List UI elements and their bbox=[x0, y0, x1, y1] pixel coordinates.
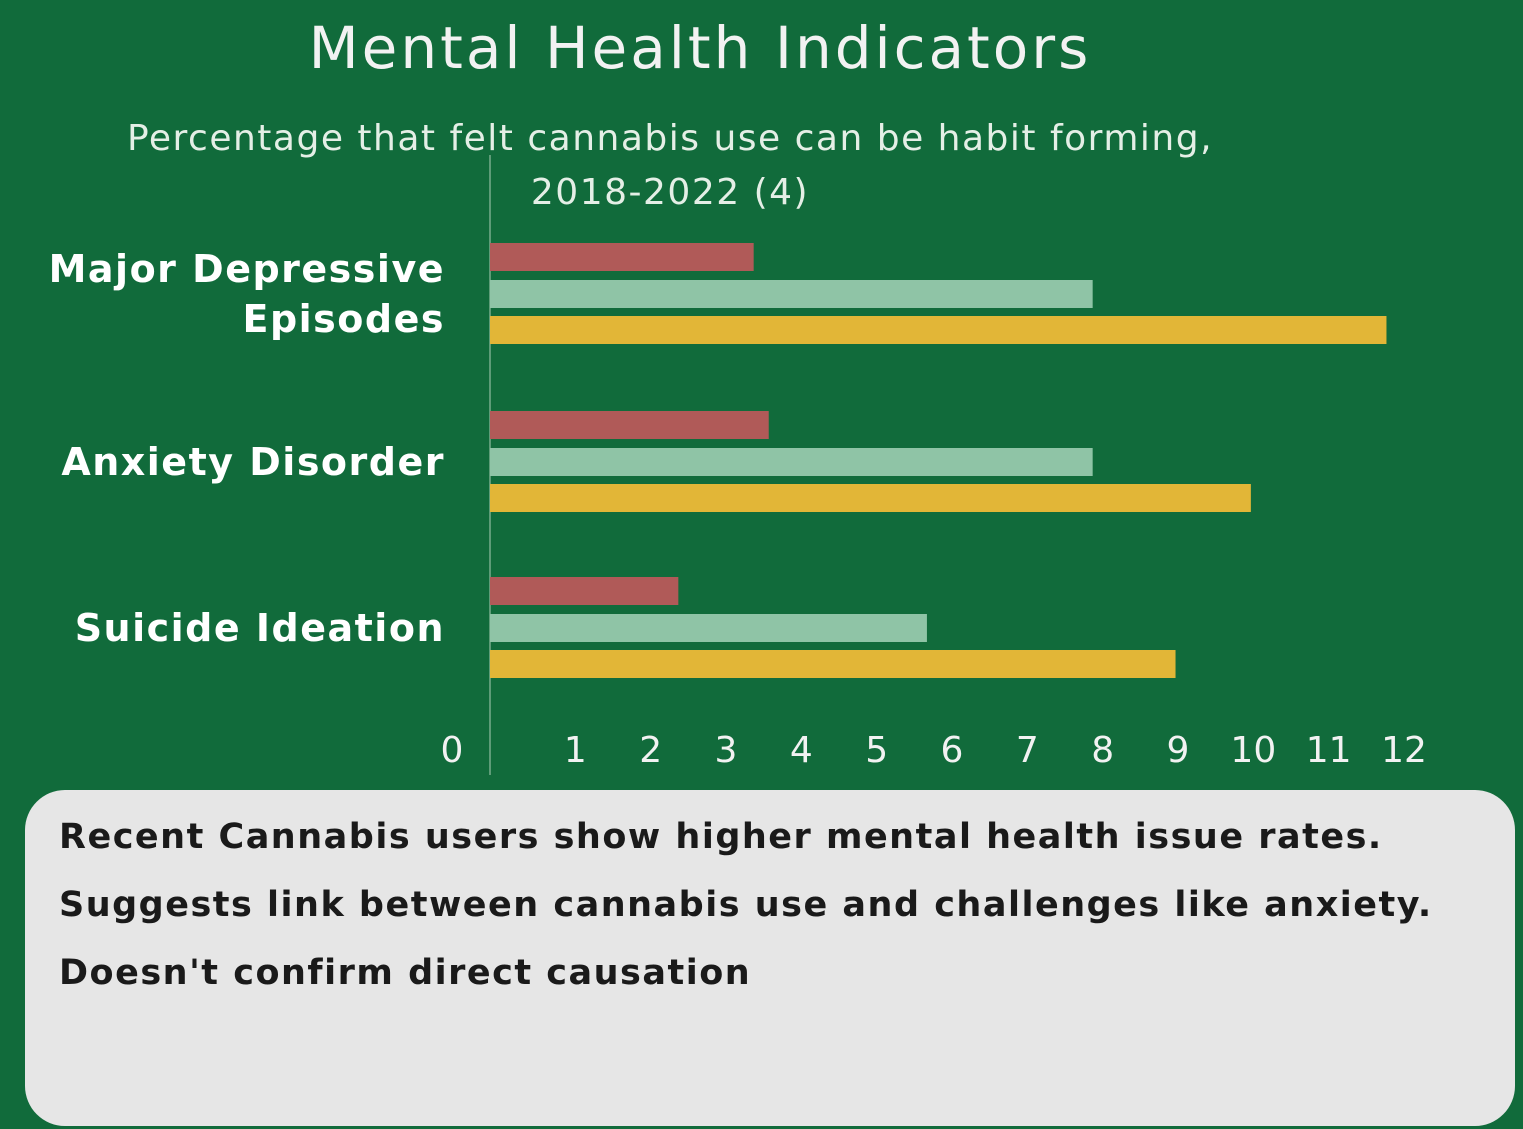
x-tick-label: 12 bbox=[1381, 730, 1427, 771]
notes-box: Recent Cannabis users show higher mental… bbox=[25, 790, 1515, 1126]
x-tick-label: 6 bbox=[941, 730, 964, 771]
bar bbox=[490, 614, 927, 642]
bar bbox=[490, 448, 1093, 476]
x-tick-label: 5 bbox=[865, 730, 888, 771]
note: Suggests link between cannabis use and c… bbox=[59, 885, 1433, 925]
bar bbox=[490, 650, 1176, 678]
bar bbox=[490, 411, 769, 439]
x-tick-label: 3 bbox=[715, 730, 738, 771]
note: Doesn't confirm direct causation bbox=[59, 953, 752, 993]
y-tick-label: Suicide Ideation bbox=[74, 606, 445, 650]
x-tick-label: 7 bbox=[1016, 730, 1039, 771]
category-label-box: Anxiety Disorder bbox=[61, 440, 445, 484]
bar bbox=[490, 243, 754, 271]
x-tick-label: 0 bbox=[441, 730, 464, 771]
y-tick-label: Major Depressive Episodes bbox=[48, 247, 445, 341]
bar bbox=[490, 316, 1387, 344]
chart-subtitle: Percentage that felt cannabis use can be… bbox=[126, 118, 1214, 213]
bar bbox=[490, 577, 679, 605]
x-tick-label: 2 bbox=[639, 730, 662, 771]
x-tick-label: 10 bbox=[1230, 730, 1276, 771]
category-label-box: Major Depressive Episodes bbox=[48, 247, 445, 341]
bar bbox=[490, 280, 1093, 308]
chart-title: Mental Health Indicators bbox=[308, 14, 1092, 82]
x-tick-label: 9 bbox=[1167, 730, 1190, 771]
y-tick-label: Anxiety Disorder bbox=[61, 440, 445, 484]
bar bbox=[490, 484, 1251, 512]
x-tick-label: 8 bbox=[1091, 730, 1114, 771]
x-tick-label: 1 bbox=[564, 730, 587, 771]
category-label-box: Suicide Ideation bbox=[74, 606, 445, 650]
x-tick-label: 4 bbox=[790, 730, 813, 771]
x-tick-label: 11 bbox=[1306, 730, 1352, 771]
note: Recent Cannabis users show higher mental… bbox=[59, 817, 1383, 857]
